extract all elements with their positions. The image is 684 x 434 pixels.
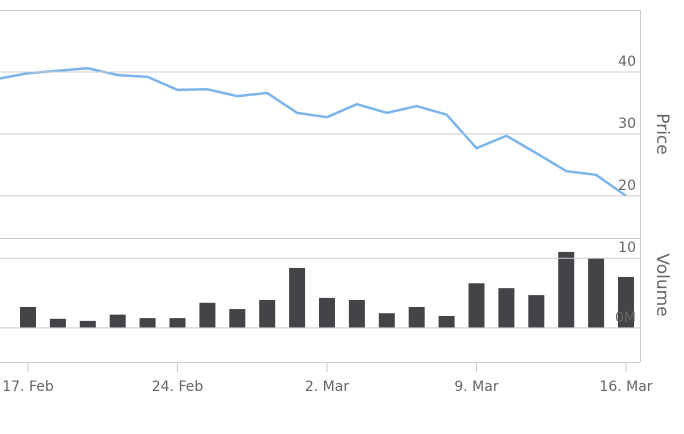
volume-bar <box>229 309 246 328</box>
volume-bar <box>109 314 126 328</box>
volume-bar <box>498 288 515 328</box>
volume-bar <box>259 300 276 328</box>
y-tick-label: 30 <box>618 116 636 132</box>
x-tick-label: 16. Mar <box>599 379 652 395</box>
volume-bar <box>199 302 216 328</box>
volume-bar <box>468 283 485 328</box>
volume-bar <box>438 316 455 328</box>
volume-bar <box>139 318 156 328</box>
volume-bar <box>289 267 306 328</box>
volume-bar <box>378 313 395 328</box>
plot-area <box>0 66 634 328</box>
volume-bar <box>558 251 575 328</box>
volume-bar <box>20 306 36 328</box>
y-tick-label: 20 <box>618 178 636 194</box>
y-tick-label: 0M <box>615 310 636 326</box>
volume-bar <box>528 295 545 328</box>
x-tick-label: 9. Mar <box>454 379 498 395</box>
y2-axis-title: Volume <box>652 253 672 316</box>
volume-bar <box>348 300 365 328</box>
price-line <box>0 66 627 197</box>
volume-bar <box>408 306 425 328</box>
volume-bar <box>319 297 335 328</box>
y-tick-label: 10 <box>618 240 636 256</box>
x-tick-label: 24. Feb <box>152 379 204 395</box>
volume-bar <box>169 318 186 328</box>
volume-bar <box>79 320 96 328</box>
x-tick-label: 2. Mar <box>305 379 349 395</box>
y-tick-label: 40 <box>618 54 636 70</box>
volume-bar <box>618 277 634 328</box>
x-tick-label: 17. Feb <box>2 379 54 395</box>
y-axis-title: Price <box>652 113 672 154</box>
volume-bar <box>49 318 66 328</box>
volume-bar <box>588 258 605 328</box>
